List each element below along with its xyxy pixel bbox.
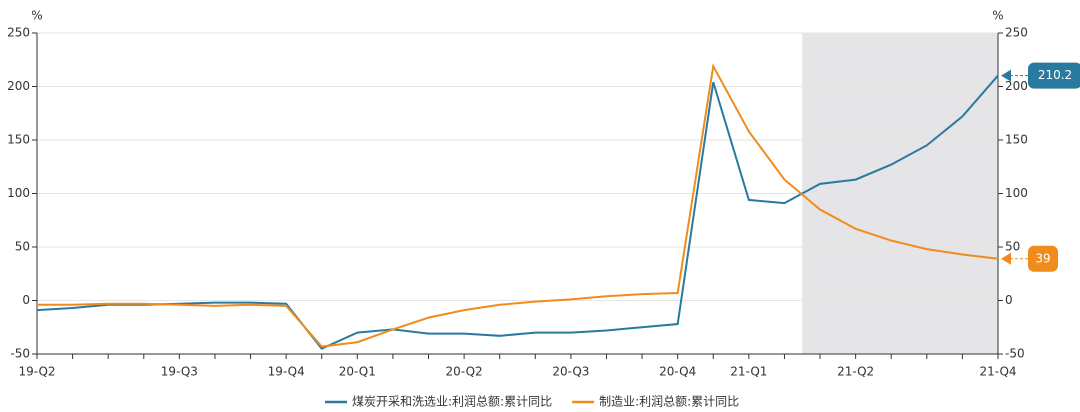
y2-tick-label: 250 [1005, 26, 1028, 40]
x-tick-label: 21-Q1 [730, 365, 767, 379]
callout-box [1028, 62, 1080, 89]
y2-tick-label: -50 [1005, 347, 1025, 361]
x-tick-label: 20-Q2 [446, 365, 483, 379]
callout-arrow [1001, 252, 1011, 265]
y-tick-label: 100 [7, 186, 30, 200]
legend-label: 煤炭开采和洗选业:利润总额:累计同比 [352, 395, 552, 409]
y-tick-label: 250 [7, 26, 30, 40]
x-tick-label: 21-Q2 [837, 365, 874, 379]
y2-tick-label: 200 [1005, 79, 1028, 93]
series-line [36, 74, 999, 350]
y-tick-label: 50 [15, 240, 30, 254]
callout-box [1028, 245, 1058, 272]
x-tick-label: 20-Q4 [659, 365, 696, 379]
y-tick-label: -50 [10, 347, 30, 361]
legend-label: 制造业:利润总额:累计同比 [599, 395, 739, 409]
callout-arrow [1001, 69, 1011, 82]
y2-tick-label: 0 [1005, 293, 1013, 307]
end-value-label: 210.2 [1038, 68, 1072, 82]
x-tick-label: 20-Q3 [552, 365, 589, 379]
x-tick-label: 20-Q1 [339, 365, 376, 379]
x-tick-label: 19-Q2 [18, 365, 55, 379]
x-tick-label: 21-Q4 [979, 365, 1016, 379]
y-axis-label: % [31, 9, 42, 23]
series-line [37, 63, 999, 348]
y-tick-label: 150 [7, 133, 30, 147]
y2-tick-label: 100 [1005, 186, 1028, 200]
y-tick-label: 0 [22, 293, 30, 307]
y2-axis-label: % [992, 9, 1003, 23]
x-tick-label: 19-Q3 [161, 365, 198, 379]
y-tick-label: 200 [7, 79, 30, 93]
y2-tick-label: 50 [1005, 240, 1020, 254]
end-value-label: 39 [1035, 251, 1050, 265]
x-tick-label: 19-Q4 [268, 365, 305, 379]
y2-tick-label: 150 [1005, 133, 1028, 147]
